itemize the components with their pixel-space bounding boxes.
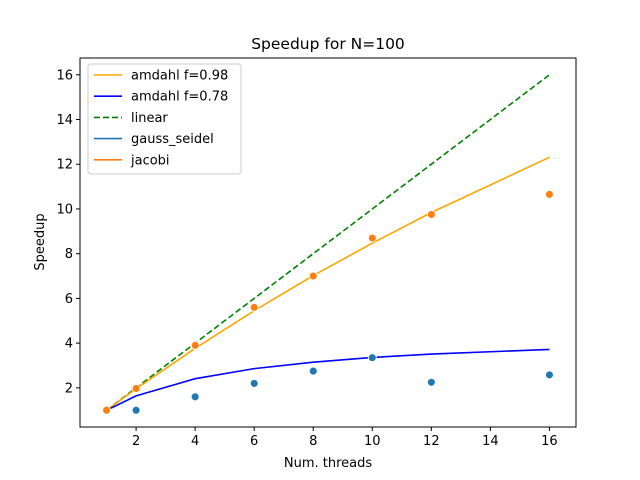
series-layer bbox=[102, 74, 554, 415]
y-axis-label: Speedup bbox=[33, 213, 48, 270]
x-tick-label: 16 bbox=[541, 434, 558, 449]
series-amdahl-f-0-98 bbox=[106, 156, 550, 411]
legend-label: gauss_seidel bbox=[131, 132, 214, 147]
legend: amdahl f=0.98 amdahl f=0.78 linear gauss_se… bbox=[87, 63, 242, 175]
legend-item: jacobi bbox=[94, 153, 170, 168]
y-tick-label: 6 bbox=[65, 292, 73, 307]
legend-item: gauss_seidel bbox=[94, 132, 214, 147]
series-line-amdahl-f-0-98 bbox=[106, 156, 550, 411]
legend-box bbox=[87, 63, 242, 175]
data-point-jacobi bbox=[426, 210, 436, 219]
data-point-jacobi bbox=[102, 405, 112, 415]
y-tick-label: 12 bbox=[56, 158, 73, 173]
data-point-jacobi bbox=[544, 189, 554, 199]
legend-item: linear bbox=[94, 111, 168, 126]
x-tick-label: 4 bbox=[191, 434, 199, 449]
series-linear bbox=[106, 74, 550, 411]
data-point-gauss-seidel bbox=[308, 366, 318, 376]
x-axis-label: Num. threads bbox=[284, 456, 373, 471]
series-amdahl-f-0-78 bbox=[106, 348, 550, 411]
plot-area-frame bbox=[79, 57, 577, 428]
data-point-gauss-seidel bbox=[426, 377, 436, 387]
x-tick-label: 6 bbox=[250, 434, 258, 449]
legend-label: amdahl f=0.78 bbox=[131, 90, 228, 105]
x-tick-label: 8 bbox=[309, 434, 317, 449]
x-axis-ticks: 2 4 6 8 10 12 14 16 bbox=[132, 427, 558, 449]
y-tick-label: 10 bbox=[56, 202, 73, 217]
x-tick-label: 10 bbox=[364, 434, 381, 449]
legend-label: amdahl f=0.98 bbox=[131, 69, 228, 84]
series-gauss-seidel bbox=[102, 353, 554, 415]
y-axis-ticks: 2 4 6 8 10 12 14 16 bbox=[56, 68, 80, 396]
y-tick-label: 8 bbox=[65, 247, 73, 262]
data-point-jacobi bbox=[308, 271, 318, 281]
y-tick-label: 16 bbox=[56, 68, 73, 83]
data-point-gauss-seidel bbox=[131, 405, 141, 415]
y-tick-label: 4 bbox=[65, 337, 73, 352]
data-point-jacobi bbox=[367, 233, 377, 243]
data-point-jacobi bbox=[131, 384, 141, 393]
legend-item: amdahl f=0.98 bbox=[94, 69, 228, 84]
y-tick-label: 14 bbox=[56, 113, 73, 128]
data-point-jacobi bbox=[190, 340, 200, 350]
legend-label: jacobi bbox=[130, 153, 170, 168]
series-line-amdahl-f-0-78 bbox=[106, 348, 550, 411]
data-point-jacobi bbox=[249, 302, 259, 312]
legend-item: amdahl f=0.78 bbox=[94, 90, 228, 105]
data-point-gauss-seidel bbox=[367, 353, 377, 363]
data-point-gauss-seidel bbox=[544, 370, 554, 380]
x-tick-label: 2 bbox=[132, 434, 140, 449]
y-tick-label: 2 bbox=[65, 381, 73, 396]
x-tick-label: 14 bbox=[482, 434, 499, 449]
chart-title: Speedup for N=100 bbox=[251, 35, 405, 53]
data-point-gauss-seidel bbox=[249, 378, 259, 388]
x-tick-label: 12 bbox=[423, 434, 440, 449]
legend-label: linear bbox=[131, 111, 168, 126]
series-jacobi bbox=[102, 189, 554, 415]
series-line-linear bbox=[106, 74, 550, 411]
data-point-gauss-seidel bbox=[190, 392, 200, 402]
